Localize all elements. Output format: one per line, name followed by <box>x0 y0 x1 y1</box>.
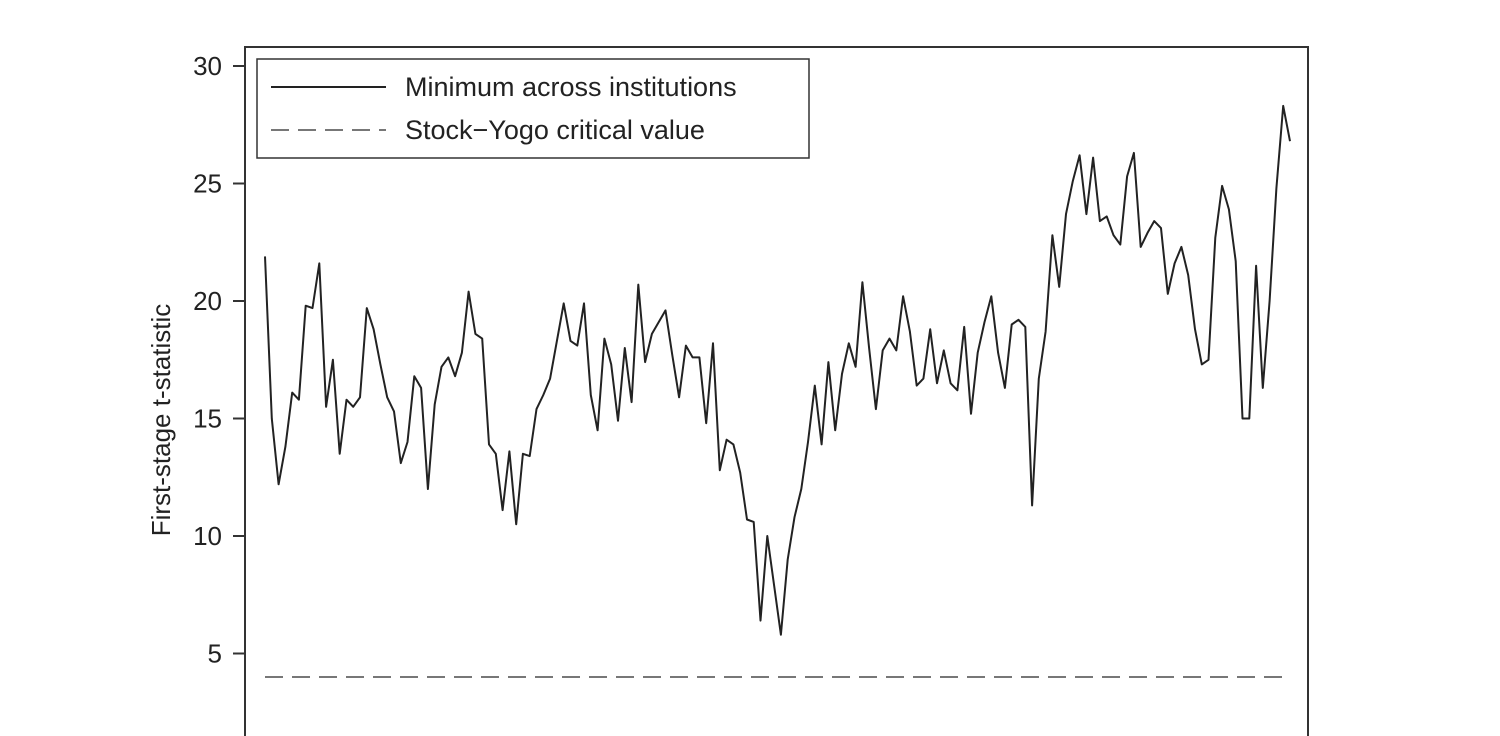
y-axis: 5 10 15 20 25 30 <box>193 51 245 669</box>
legend-box <box>256 58 810 159</box>
y-tick-label-25: 25 <box>193 169 222 199</box>
legend-entry-minimum: Minimum across institutions <box>405 72 737 102</box>
legend-entry-stock-yogo: Stock−Yogo critical value <box>405 115 705 145</box>
plot-frame <box>244 46 1309 736</box>
y-tick-label-15: 15 <box>193 404 222 434</box>
series-line-minimum <box>264 104 1291 636</box>
legend: Minimum across institutions Stock−Yogo c… <box>256 58 810 159</box>
y-tick-label-10: 10 <box>193 521 222 551</box>
y-tick-label-5: 5 <box>208 639 222 669</box>
y-axis-label: First-stage t-statistic <box>146 304 176 537</box>
y-tick-label-30: 30 <box>193 51 222 81</box>
series-layer <box>264 104 1291 678</box>
y-tick-label-20: 20 <box>193 286 222 316</box>
